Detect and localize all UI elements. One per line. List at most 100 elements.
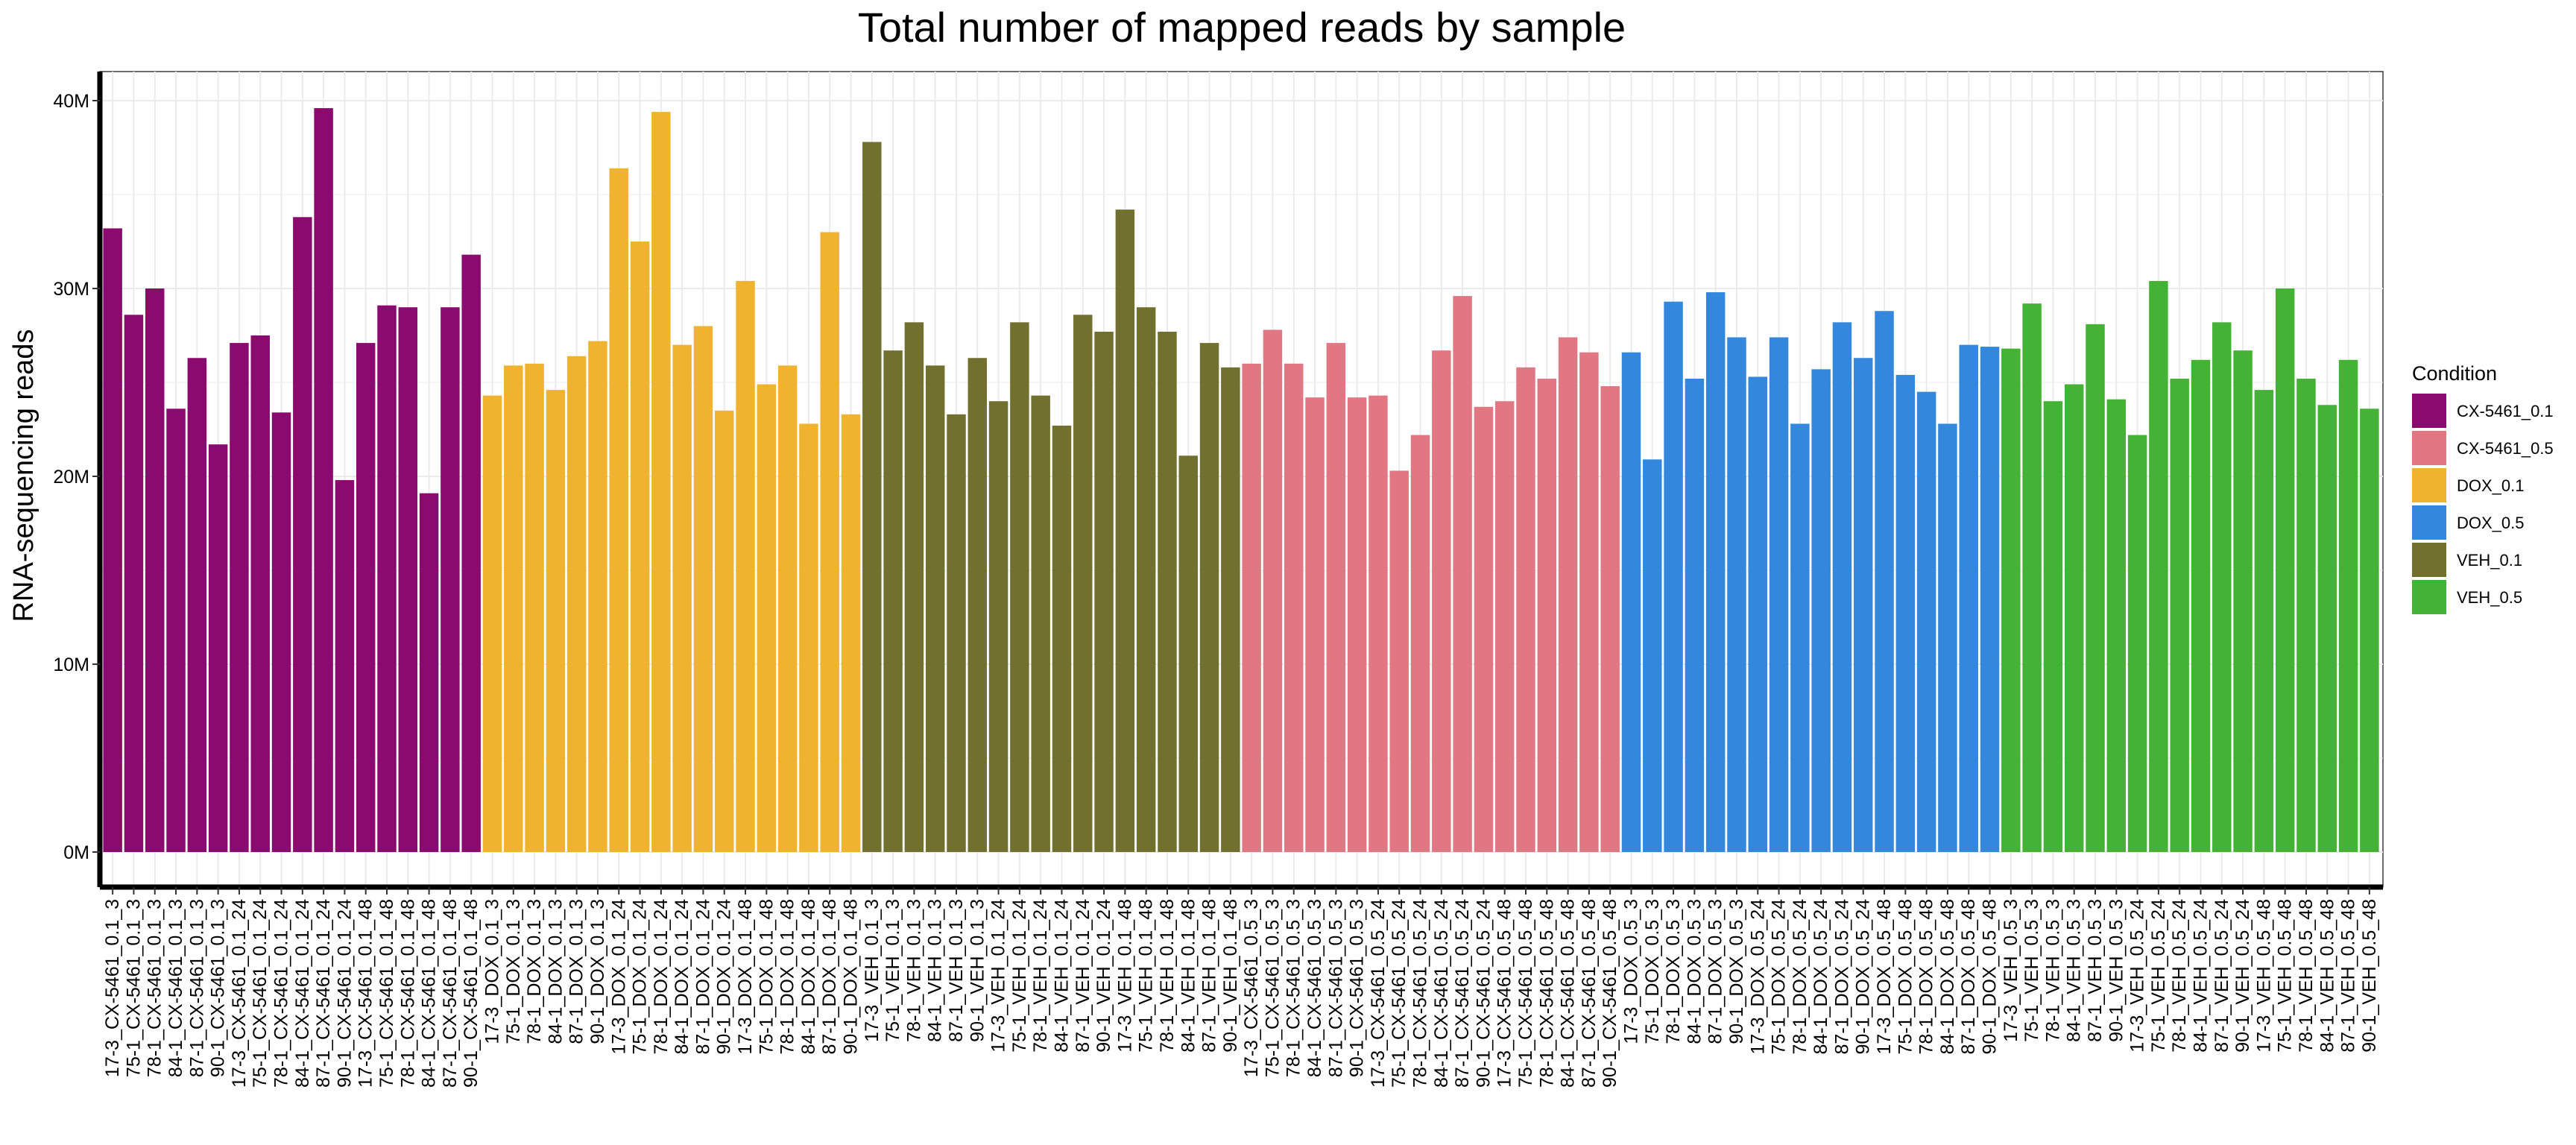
x-tick-label: 84-1_VEH_0.5_3: [2064, 899, 2085, 1042]
x-tick-label: 78-1_VEH_0.1_24: [1030, 899, 1051, 1053]
x-tick-label: 17-3_DOX_0.5_48: [1874, 899, 1895, 1054]
x-tick-label: 90-1_CX-5461_0.1_24: [334, 899, 355, 1088]
bar-84-1_CX-5461_0.5_48: [1558, 337, 1578, 852]
bar-75-1_VEH_0.5_24: [2149, 280, 2168, 852]
bar-84-1_CX-5461_0.1_3: [166, 409, 186, 852]
x-tick-label: 78-1_DOX_0.1_3: [524, 899, 545, 1044]
legend-swatch: [2412, 580, 2446, 614]
bar-75-1_CX-5461_0.5_48: [1516, 367, 1535, 853]
x-tick-label: 75-1_DOX_0.5_24: [1769, 899, 1790, 1055]
bar-75-1_DOX_0.5_24: [1769, 337, 1789, 852]
x-tick-label: 84-1_VEH_0.1_24: [1051, 899, 1072, 1053]
legend-swatch: [2412, 394, 2446, 428]
x-tick-label: 84-1_CX-5461_0.5_3: [1304, 899, 1325, 1077]
x-tick-label: 84-1_CX-5461_0.1_48: [419, 899, 440, 1088]
x-tick-label: 75-1_CX-5461_0.1_48: [376, 899, 397, 1088]
bar-84-1_DOX_0.5_24: [1811, 369, 1831, 852]
legend-swatch: [2412, 505, 2446, 540]
bar-75-1_VEH_0.1_24: [1010, 322, 1029, 852]
bar-78-1_DOX_0.1_3: [525, 363, 544, 852]
bar-75-1_VEH_0.5_3: [2022, 303, 2042, 852]
y-tick-label: 30M: [53, 279, 89, 300]
bar-87-1_DOX_0.5_48: [1959, 344, 1978, 853]
x-tick-label: 17-3_CX-5461_0.5_24: [1368, 899, 1389, 1088]
bar-87-1_CX-5461_0.1_48: [441, 307, 460, 852]
bar-90-1_DOX_0.5_3: [1727, 337, 1746, 852]
x-tick-label: 17-3_VEH_0.5_24: [2127, 899, 2148, 1053]
x-tick-label: 75-1_DOX_0.1_48: [756, 899, 777, 1054]
bar-17-3_VEH_0.1_24: [988, 401, 1008, 852]
bar-90-1_CX-5461_0.1_24: [335, 480, 355, 852]
y-tick-label: 10M: [53, 654, 89, 675]
bar-78-1_CX-5461_0.5_48: [1537, 378, 1557, 853]
x-tick-label: 90-1_DOX_0.1_48: [841, 899, 862, 1054]
x-tick-label: 84-1_DOX_0.5_24: [1811, 899, 1831, 1055]
bar-87-1_CX-5461_0.1_3: [187, 358, 207, 852]
legend-title: Condition: [2412, 362, 2497, 385]
bar-84-1_DOX_0.5_48: [1938, 423, 1957, 852]
bar-75-1_CX-5461_0.1_24: [250, 335, 270, 852]
bar-87-1_VEH_0.1_24: [1073, 315, 1093, 852]
bar-84-1_CX-5461_0.1_24: [293, 217, 312, 852]
x-tick-label: 17-3_VEH_0.1_24: [988, 899, 1009, 1053]
x-tick-label: 75-1_VEH_0.1_48: [1136, 899, 1157, 1053]
bar-87-1_VEH_0.1_48: [1199, 343, 1219, 853]
x-tick-label: 17-3_CX-5461_0.1_24: [229, 899, 250, 1088]
x-tick-label: 84-1_CX-5461_0.5_48: [1558, 899, 1579, 1088]
bars-layer: [103, 108, 2379, 853]
legend-label: CX-5461_0.5: [2457, 439, 2554, 458]
bar-78-1_VEH_0.5_3: [2043, 401, 2063, 852]
bar-87-1_VEH_0.1_3: [947, 414, 966, 852]
x-tick-label: 75-1_VEH_0.1_24: [1009, 899, 1030, 1053]
bar-78-1_VEH_0.1_48: [1158, 331, 1177, 853]
bar-75-1_DOX_0.5_3: [1643, 459, 1662, 852]
x-tick-label: 17-3_VEH_0.1_3: [862, 899, 883, 1042]
bar-87-1_DOX_0.1_24: [693, 326, 713, 852]
x-tick-label: 17-3_DOX_0.1_24: [608, 899, 629, 1055]
x-tick-label: 87-1_VEH_0.1_48: [1199, 899, 1220, 1053]
bar-87-1_DOX_0.5_3: [1705, 292, 1726, 852]
x-tick-label: 87-1_CX-5461_0.5_24: [1452, 899, 1473, 1088]
plot-panel: [99, 71, 2384, 888]
legend-swatch: [2412, 543, 2446, 577]
bar-75-1_VEH_0.5_48: [2275, 288, 2295, 852]
x-tick-label: 78-1_VEH_0.5_24: [2169, 899, 2190, 1053]
x-tick-label: 90-1_DOX_0.5_24: [1853, 899, 1874, 1055]
x-tick-label: 90-1_CX-5461_0.5_48: [1600, 899, 1620, 1088]
bar-75-1_CX-5461_0.1_3: [124, 315, 144, 852]
bar-17-3_DOX_0.1_24: [609, 168, 628, 853]
x-tick-label: 90-1_VEH_0.1_24: [1093, 899, 1114, 1053]
bar-17-3_VEH_0.5_3: [2001, 348, 2021, 852]
x-tick-label: 78-1_CX-5461_0.1_24: [271, 899, 292, 1088]
bar-75-1_VEH_0.1_48: [1136, 307, 1156, 852]
bar-87-1_CX-5461_0.5_3: [1326, 343, 1346, 853]
bar-78-1_CX-5461_0.5_24: [1410, 435, 1430, 852]
x-tick-label: 90-1_VEH_0.5_3: [2106, 899, 2127, 1042]
y-axis-ticks: 0M 10M 20M 30M 40M: [53, 91, 100, 863]
legend-entries: CX-5461_0.1 CX-5461_0.5 DOX_0.1 DOX_0.5 VEH_…: [2412, 394, 2554, 614]
bar-78-1_CX-5461_0.1_48: [398, 307, 418, 852]
x-tick-label: 90-1_DOX_0.5_3: [1726, 899, 1747, 1044]
bar-17-3_CX-5461_0.5_24: [1368, 395, 1388, 852]
x-tick-label: 78-1_DOX_0.1_48: [777, 899, 798, 1054]
y-tick-label: 0M: [63, 842, 89, 863]
x-axis-ticks: 17-3_CX-5461_0.1_3 75-1_CX-5461_0.1_3 78-1…: [102, 887, 2380, 1088]
bar-78-1_VEH_0.5_24: [2170, 378, 2189, 853]
x-tick-label: 17-3_DOX_0.5_3: [1620, 899, 1641, 1044]
bar-90-1_VEH_0.1_24: [1094, 331, 1114, 853]
x-tick-label: 17-3_VEH_0.5_3: [2001, 899, 2021, 1042]
x-tick-label: 87-1_CX-5461_0.1_3: [186, 899, 207, 1077]
x-tick-label: 84-1_CX-5461_0.1_3: [165, 899, 186, 1077]
bar-87-1_CX-5461_0.5_24: [1453, 296, 1472, 853]
bar-78-1_DOX_0.5_3: [1664, 301, 1683, 852]
bar-90-1_VEH_0.5_24: [2233, 350, 2253, 852]
x-tick-label: 17-3_CX-5461_0.1_3: [102, 899, 123, 1077]
x-tick-label: 87-1_VEH_0.5_24: [2212, 899, 2232, 1053]
x-tick-label: 75-1_VEH_0.5_24: [2148, 899, 2169, 1053]
x-tick-label: 87-1_VEH_0.1_24: [1073, 899, 1093, 1053]
bar-90-1_DOX_0.1_24: [715, 410, 734, 852]
bar-75-1_CX-5461_0.1_48: [377, 305, 397, 852]
x-tick-label: 75-1_CX-5461_0.1_24: [250, 899, 271, 1088]
x-tick-label: 87-1_DOX_0.5_48: [1958, 899, 1979, 1054]
bar-84-1_VEH_0.1_48: [1178, 455, 1198, 852]
